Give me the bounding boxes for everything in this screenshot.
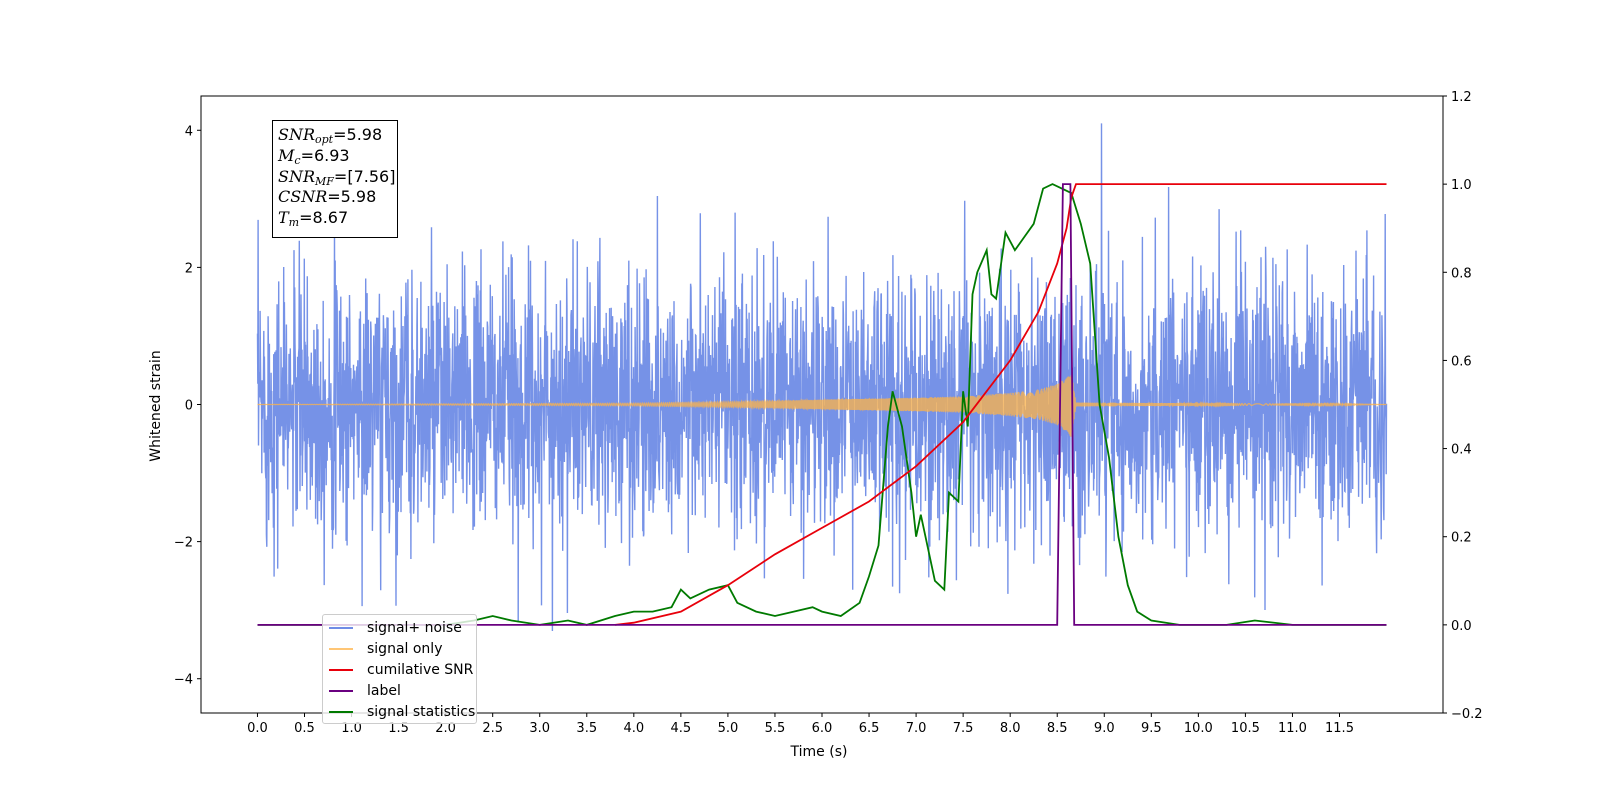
snr-mf-row: SNRMF=[7.56]: [278, 166, 396, 188]
y-left-tick-label: −2: [174, 536, 193, 551]
x-tick-label: 8.5: [1047, 721, 1068, 736]
x-tick-label: 2.5: [482, 721, 503, 736]
legend-swatch: [329, 689, 353, 692]
axes: 0.0 0.5 1.0 1.5 2.0 2.5 3.0 3.5 4.0 4.5 5.0 5.5 6.0 6…: [174, 90, 1483, 736]
y-right-tick-label: 1.2: [1451, 90, 1472, 105]
x-tick-label: 4.5: [671, 721, 692, 736]
x-tick-label: 5.0: [718, 721, 739, 736]
x-tick-label: 1.0: [341, 721, 362, 736]
tm-value: 8.67: [312, 208, 349, 228]
snr-opt-value: 5.98: [346, 125, 383, 144]
legend-swatch: [329, 626, 353, 629]
y-left-tick-label: −4: [174, 673, 193, 688]
x-tick-label: 11.5: [1325, 721, 1354, 736]
legend-label: label: [367, 682, 401, 699]
plot-area: [256, 123, 1388, 632]
y-right-tick-label: 0.6: [1451, 354, 1472, 369]
y-right-tick-label: 0.8: [1451, 266, 1472, 281]
x-tick-label: 5.5: [765, 721, 786, 736]
legend-entry: signal statistics: [329, 701, 476, 722]
x-tick-label: 6.0: [812, 721, 833, 736]
legend-swatch: [329, 668, 353, 671]
csnr-value: 5.98: [340, 187, 377, 207]
legend-entry: label: [329, 680, 476, 701]
x-tick-label: 0.5: [294, 721, 315, 736]
x-tick-label: 7.0: [906, 721, 927, 736]
y-right-tick-label: 0.4: [1451, 443, 1472, 458]
x-tick-label: 8.0: [1000, 721, 1021, 736]
series-signal-only: [257, 375, 1387, 437]
x-tick-label: 11.0: [1278, 721, 1307, 736]
mc-row: Mc=6.93: [278, 145, 350, 167]
x-tick-label: 10.5: [1231, 721, 1260, 736]
legend-swatch: [329, 710, 353, 713]
legend-entry: cumilative SNR: [329, 659, 476, 680]
y-left-tick-label: 4: [185, 124, 193, 139]
x-tick-label: 1.5: [388, 721, 409, 736]
y-left-tick-label: 2: [185, 261, 193, 276]
x-tick-label: 6.5: [859, 721, 880, 736]
legend-swatch: [329, 647, 353, 650]
y-right-tick-label: 0.0: [1451, 619, 1472, 634]
annotation-box: SNRopt=5.98 Mc=6.93 SNRMF=[7.56] CSNR=5.…: [272, 120, 398, 238]
x-tick-label: 2.0: [435, 721, 456, 736]
csnr-row: CSNR=5.98: [278, 187, 377, 207]
series-cumilative-snr: [614, 183, 1387, 626]
mc-value: 6.93: [313, 145, 350, 165]
x-tick-label: 9.0: [1094, 721, 1115, 736]
legend-label: signal only: [367, 640, 443, 657]
x-tick-label: 3.0: [529, 721, 550, 736]
tm-row: Tm=8.67: [278, 208, 349, 230]
legend-label: signal statistics: [367, 703, 476, 720]
x-tick-label: 0.0: [247, 721, 268, 736]
x-tick-label: 4.0: [623, 721, 644, 736]
series-signal-statistics: [257, 183, 1387, 626]
legend-entry: signal only: [329, 638, 476, 659]
x-tick-label: 3.5: [576, 721, 597, 736]
y-right-tick-label: 0.2: [1451, 531, 1472, 546]
y-right-tick-label: −0.2: [1451, 707, 1483, 722]
legend-label: cumilative SNR: [367, 661, 474, 678]
y-left-tick-label: 0: [185, 399, 193, 414]
y-right-tick-label: 1.0: [1451, 178, 1472, 193]
y-axis-label: Whitened strain: [148, 350, 164, 461]
legend-label: signal+ noise: [367, 619, 462, 636]
snr-mf-value: [7.56]: [347, 166, 396, 186]
legend: signal+ noise signal only cumilative SNR la…: [322, 614, 477, 724]
series-signal-noise: [256, 123, 1388, 632]
snr-opt-row: SNRopt=5.98: [278, 125, 383, 146]
x-tick-label: 9.5: [1141, 721, 1162, 736]
series-label: [257, 183, 1387, 626]
legend-entry: signal+ noise: [329, 617, 476, 638]
x-tick-label: 7.5: [953, 721, 974, 736]
x-axis-label: Time (s): [790, 744, 848, 760]
x-tick-label: 10.0: [1184, 721, 1213, 736]
